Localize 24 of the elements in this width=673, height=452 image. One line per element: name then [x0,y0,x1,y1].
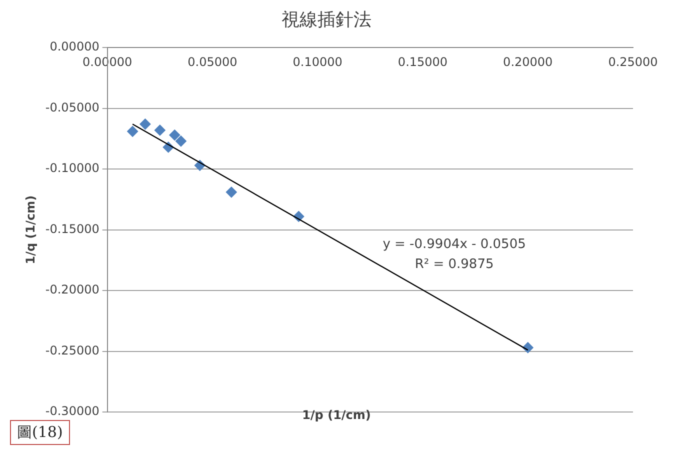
y-tick-label: -0.10000 [45,161,100,176]
y-tick-label: -0.05000 [45,100,100,114]
x-tick-label: 0.10000 [292,54,342,69]
annotation: R² = 0.9875 [414,256,494,272]
x-tick-label: 0.05000 [188,54,238,69]
chart-title: 視線插針法 [282,9,372,30]
point [154,124,166,136]
x-axis-title: 1/p (1/cm) [302,408,371,422]
y-tick-label: 0.00000 [50,40,100,54]
y-axis-title: 1/q (1/cm) [23,195,38,264]
y-tick-label: -0.20000 [45,282,100,297]
y-tick-label: -0.15000 [45,222,100,236]
y-tick-label: -0.25000 [45,343,100,358]
y-tick-label: -0.30000 [45,404,100,418]
point [226,186,237,198]
annotation: y = -0.9904x - 0.0505 [382,236,526,252]
x-tick-label: 0.15000 [398,54,448,69]
x-tick-label: 0.25000 [608,54,658,69]
point [175,136,186,147]
x-tick-label: 0.20000 [503,54,553,69]
point [169,130,180,141]
point [127,126,138,137]
point [140,118,151,130]
text: 圖(18) [10,420,70,445]
